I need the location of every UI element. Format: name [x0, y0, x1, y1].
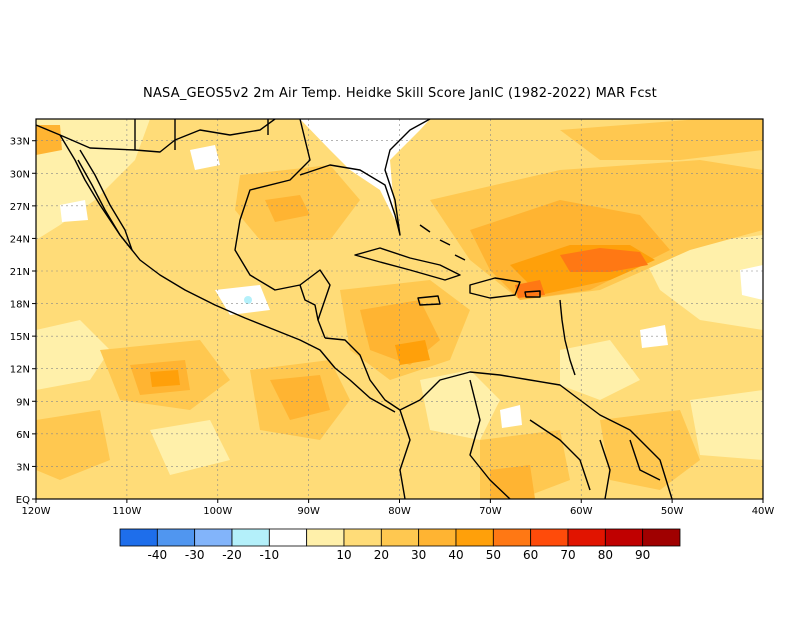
lat-tick-label: 21N	[10, 267, 30, 278]
lat-tick-label: 6N	[16, 430, 30, 441]
colorbar-swatch	[642, 528, 681, 547]
coastlines	[36, 119, 673, 499]
colorbar-label: 90	[635, 548, 650, 562]
lon-tick-label: 60W	[570, 506, 593, 517]
lon-tick-label: 110W	[112, 506, 141, 517]
colorbar-label: 50	[486, 548, 501, 562]
lat-tick-label: 3N	[16, 462, 30, 473]
colorbar-swatch	[119, 528, 158, 547]
colorbar-swatch	[567, 528, 606, 547]
map-title: NASA_GEOS5v2 2m Air Temp. Heidke Skill S…	[143, 86, 657, 101]
lat-tick-label: 24N	[10, 234, 30, 245]
colorbar-swatch	[194, 528, 233, 547]
colorbar-swatch	[306, 528, 345, 547]
lon-tick-label: 70W	[479, 506, 502, 517]
lon-tick-label: 120W	[22, 506, 51, 517]
colorbar-label: -30	[185, 548, 205, 562]
colorbar: -40 -30 -20 -10 10 20 30 40 50 60 70 80 90	[119, 528, 681, 562]
lat-tick-label: 9N	[16, 397, 30, 408]
colorbar-swatch	[604, 528, 644, 547]
colorbar-label: 20	[374, 548, 389, 562]
colorbar-label: 60	[523, 548, 538, 562]
colorbar-label: -40	[148, 548, 168, 562]
colorbar-swatch	[418, 528, 457, 547]
lon-tick-label: 40W	[752, 506, 775, 517]
lat-tick-label: 27N	[10, 202, 30, 213]
colorbar-swatch	[343, 528, 382, 547]
lat-tick-label: 15N	[10, 332, 30, 343]
colorbar-swatch	[268, 528, 308, 547]
colorbar-swatch	[530, 528, 569, 547]
grid-lines	[36, 119, 763, 499]
lat-tick-label: 12N	[10, 365, 30, 376]
lat-tick-label: 33N	[10, 137, 30, 148]
colorbar-swatch	[492, 528, 532, 547]
lat-tick-label: 30N	[10, 169, 30, 180]
lat-tick-label: 18N	[10, 300, 30, 311]
colorbar-label: 80	[598, 548, 613, 562]
colorbar-label: 40	[448, 548, 463, 562]
colorbar-label: 10	[336, 548, 351, 562]
colorbar-swatch	[231, 528, 270, 547]
colorbar-swatch	[380, 528, 420, 547]
colorbar-swatch	[455, 528, 494, 547]
lon-tick-label: 50W	[661, 506, 684, 517]
colorbar-label: 30	[411, 548, 426, 562]
colorbar-swatch	[156, 528, 196, 547]
colorbar-label: -20	[222, 548, 242, 562]
lat-tick-label: EQ	[16, 495, 30, 506]
colorbar-label: 70	[560, 548, 575, 562]
lon-tick-label: 100W	[203, 506, 232, 517]
colorbar-label: -10	[260, 548, 280, 562]
lon-tick-label: 80W	[388, 506, 411, 517]
lon-tick-label: 90W	[297, 506, 320, 517]
